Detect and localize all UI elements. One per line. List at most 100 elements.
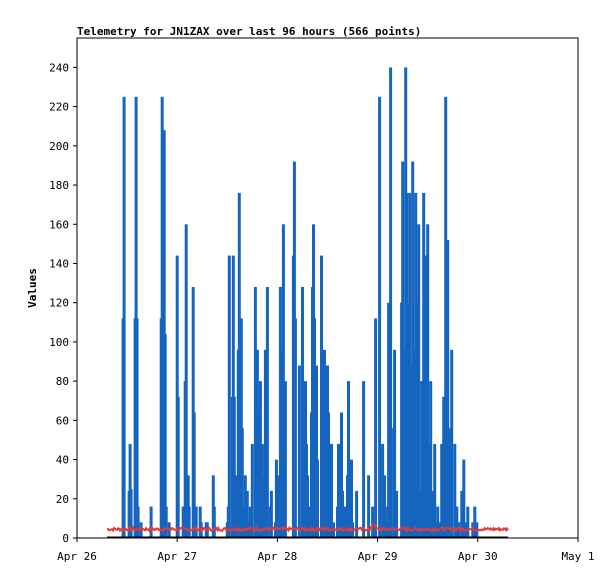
bar [429,381,433,538]
bar [129,489,133,538]
bar [446,240,450,538]
bar [237,192,241,538]
bar [347,381,350,538]
bar [455,506,459,538]
chart-title: Telemetry for JN1ZAX over last 96 hours … [77,25,421,38]
y-tick-label: 20 [56,493,69,506]
bar [393,349,397,538]
bar [274,459,278,538]
bar [276,475,280,538]
bar [444,96,448,539]
x-axis-ticks: Apr 26 Apr 27 Apr 28 Apr 29 Apr 30 May 1 [57,538,595,563]
bar [433,443,437,538]
y-tick-label: 120 [49,297,69,310]
bar [387,302,391,538]
y-tick-label: 0 [62,532,69,545]
bar [395,490,399,538]
bar [383,475,387,538]
bar [187,506,191,538]
bar [212,506,216,538]
bar [227,255,231,538]
bar [389,67,393,539]
bar [250,443,254,538]
bar [297,365,301,538]
y-tick-label: 60 [56,414,69,427]
bar [122,96,126,539]
bar [341,490,344,538]
x-tick-label: Apr 29 [358,550,398,563]
bar [411,161,415,538]
bar [473,506,477,538]
bar [450,349,454,538]
bar [184,224,188,539]
bar [371,506,375,538]
bar [362,381,366,538]
line-layer [106,524,509,539]
bars-layer [121,67,479,539]
bar [350,459,353,538]
bar [240,428,244,538]
bar [265,287,269,538]
bar [162,130,166,538]
bar [164,506,168,538]
bar [378,96,382,539]
bar [462,459,466,538]
bar [442,396,446,538]
bar [426,224,430,539]
bar [301,287,304,538]
bar [436,506,440,538]
bar [192,412,196,538]
y-tick-label: 200 [49,140,69,153]
bar [417,224,421,539]
x-tick-label: Apr 27 [157,550,197,563]
x-tick-label: May 1 [561,550,594,563]
bar [135,318,139,538]
bar [330,443,333,538]
bar [340,412,343,538]
y-tick-label: 140 [49,257,69,270]
bar [453,443,457,538]
bar [374,318,378,538]
bar [149,506,153,538]
bar [181,506,185,538]
bar [246,522,250,538]
bar [327,412,330,538]
bar [232,396,236,538]
y-tick-label: 220 [49,101,69,114]
bar [424,255,428,538]
y-tick-label: 40 [56,454,69,467]
bar [245,490,249,538]
y-tick-label: 100 [49,336,69,349]
bar [163,334,167,538]
bar [440,443,444,538]
y-tick-label: 240 [49,61,69,74]
bar [293,318,297,538]
bar [337,443,340,538]
bar [457,522,461,538]
bar [355,490,359,538]
bar [381,443,385,538]
x-tick-label: Apr 28 [258,550,298,563]
y-axis-ticks: 0 20 40 60 80 100 120 140 160 180 200 220 240 [49,61,77,545]
y-axis-title: Values [26,268,39,308]
bar [401,161,405,538]
bar [466,506,470,538]
bar [281,224,285,539]
bar [431,490,435,538]
y-tick-label: 80 [56,375,69,388]
bar [258,381,262,538]
y-tick-label: 180 [49,179,69,192]
bar [315,365,318,538]
bar [283,381,287,538]
bar [194,506,198,538]
bar [408,192,412,538]
bar [406,302,410,538]
bar [248,506,252,538]
bar [323,349,326,538]
bar [320,255,323,538]
bar [160,96,164,539]
bar [253,287,257,538]
bar [134,96,138,539]
bar [269,490,273,538]
